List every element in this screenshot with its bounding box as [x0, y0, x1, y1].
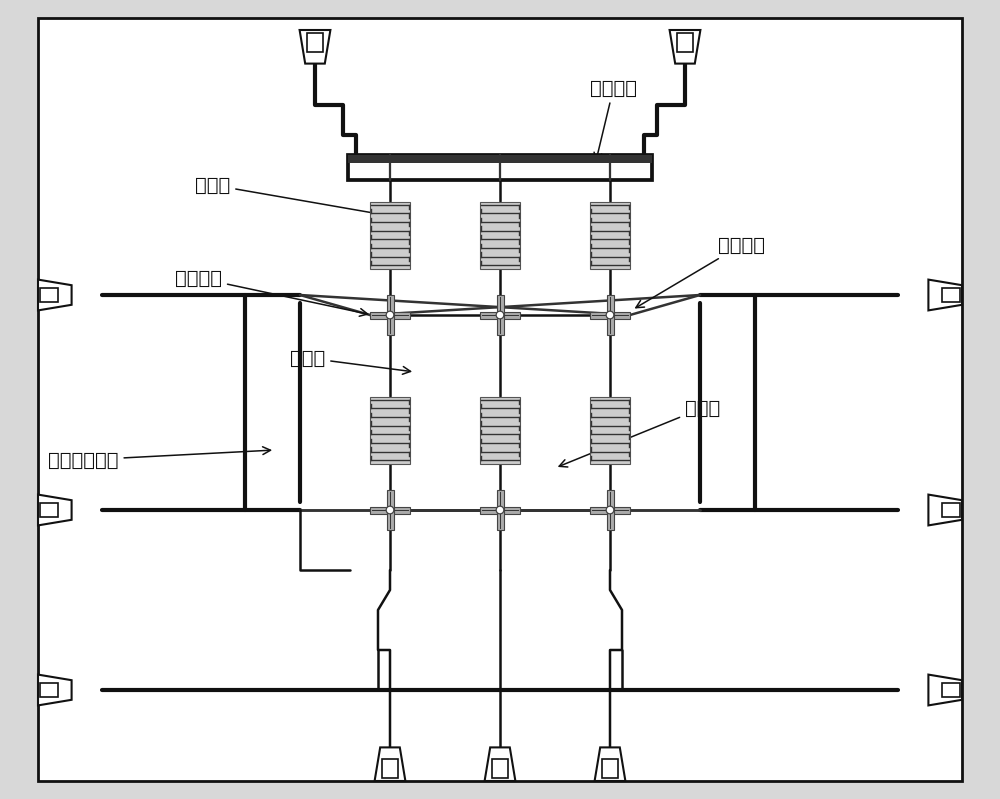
Polygon shape	[375, 747, 405, 781]
Circle shape	[496, 311, 504, 319]
Polygon shape	[38, 674, 72, 706]
Polygon shape	[928, 280, 962, 310]
Text: 量子比特: 量子比特	[175, 268, 368, 316]
Bar	[307, 34, 323, 52]
Bar	[480, 507, 520, 514]
Bar	[370, 312, 410, 319]
Polygon shape	[485, 747, 515, 781]
Bar	[40, 503, 58, 517]
Bar	[480, 312, 520, 319]
Polygon shape	[928, 495, 962, 526]
Bar	[480, 396, 520, 463]
Bar	[496, 490, 504, 530]
Bar	[370, 396, 410, 463]
Bar	[40, 683, 58, 697]
Bar	[606, 490, 614, 530]
Text: 交叉区: 交叉区	[559, 399, 720, 467]
Polygon shape	[300, 30, 330, 64]
Text: 交叉区: 交叉区	[290, 348, 411, 374]
Bar	[386, 490, 394, 530]
Bar	[370, 201, 410, 268]
Circle shape	[496, 506, 504, 514]
Bar	[496, 295, 504, 335]
Circle shape	[606, 506, 614, 514]
Bar	[590, 201, 630, 268]
Bar	[590, 507, 630, 514]
Text: 读取馈线: 读取馈线	[590, 78, 637, 161]
Circle shape	[386, 506, 394, 514]
Bar	[602, 759, 618, 777]
Bar	[382, 759, 398, 777]
Polygon shape	[38, 280, 72, 310]
Bar	[677, 34, 693, 52]
Text: 控制信号馈线: 控制信号馈线	[48, 447, 271, 470]
Polygon shape	[670, 30, 700, 64]
Bar	[370, 507, 410, 514]
Bar	[590, 396, 630, 463]
Bar	[606, 295, 614, 335]
Polygon shape	[928, 674, 962, 706]
Text: 谐振腔: 谐振腔	[195, 176, 381, 217]
Bar	[492, 759, 508, 777]
Polygon shape	[38, 495, 72, 526]
Bar	[40, 288, 58, 302]
Bar	[348, 155, 652, 180]
Text: 近邻耦合: 近邻耦合	[636, 236, 765, 308]
Bar	[942, 503, 960, 517]
Circle shape	[386, 311, 394, 319]
Polygon shape	[595, 747, 625, 781]
Circle shape	[606, 311, 614, 319]
Bar	[386, 295, 394, 335]
Bar	[942, 683, 960, 697]
Bar	[480, 201, 520, 268]
Bar	[348, 155, 652, 163]
Bar	[590, 312, 630, 319]
Bar	[942, 288, 960, 302]
